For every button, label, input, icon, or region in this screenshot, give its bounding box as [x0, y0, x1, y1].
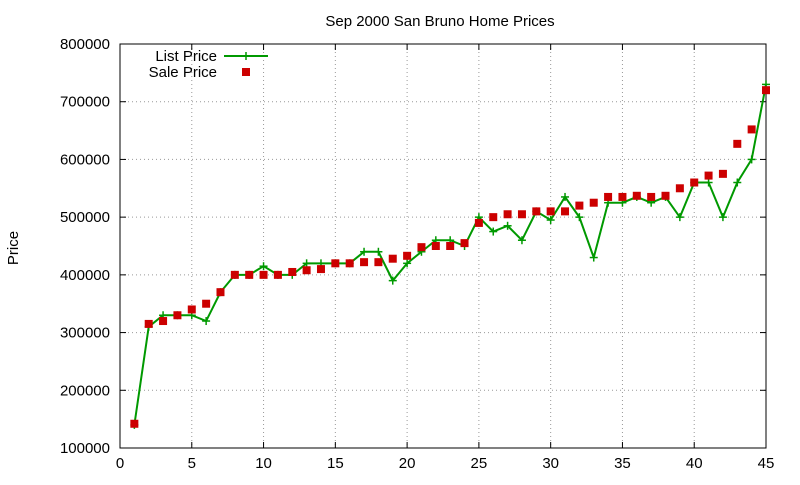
sale-price-point	[561, 207, 570, 216]
sale-price-point	[546, 207, 555, 216]
sale-price-point	[230, 270, 239, 279]
x-tick-label: 10	[255, 455, 272, 472]
y-tick-label: 300000	[60, 325, 110, 342]
sale-price-point	[374, 258, 383, 267]
list-price-point	[546, 216, 555, 225]
sale-price-point	[733, 139, 742, 148]
sale-price-point	[517, 210, 526, 219]
list-price-point	[202, 317, 211, 326]
sale-price-point	[747, 125, 756, 134]
series-list-price	[130, 80, 770, 429]
list-price-point	[360, 247, 369, 256]
y-tick-label: 700000	[60, 94, 110, 111]
x-tick-label: 0	[116, 455, 124, 472]
sale-price-point	[503, 210, 512, 219]
y-tick-label: 800000	[60, 36, 110, 53]
list-price-point	[747, 155, 756, 164]
sale-price-point	[345, 259, 354, 268]
sale-price-point	[762, 86, 770, 95]
sale-price-point	[130, 419, 139, 428]
sale-price-point	[403, 251, 412, 260]
y-tick-label: 200000	[60, 382, 110, 399]
list-price-point	[575, 213, 584, 222]
list-price-line	[133, 84, 767, 426]
axes: 0 5 10 15 20 25 30 35 40 45 100000 200000 300000 4000…	[60, 36, 774, 472]
y-tick-label: 500000	[60, 209, 110, 226]
list-price-point	[675, 213, 684, 222]
sale-price-point	[632, 191, 641, 200]
list-price-point	[503, 221, 512, 230]
list-price-point	[489, 227, 498, 236]
x-tick-label: 20	[399, 455, 416, 472]
y-axis-label: Price	[5, 231, 22, 265]
sale-price-point	[675, 184, 684, 193]
list-price-point	[259, 262, 268, 271]
sale-price-point	[690, 178, 699, 187]
sale-price-point	[144, 319, 153, 328]
sale-price-point	[446, 242, 455, 250]
x-tick-label: 45	[758, 455, 775, 472]
sale-price-point	[431, 242, 440, 250]
sale-price-point	[259, 270, 268, 279]
y-tick-label: 400000	[60, 267, 110, 284]
y-tick-label: 100000	[60, 440, 110, 457]
list-price-point	[302, 259, 311, 268]
sale-price-point	[647, 192, 656, 201]
list-price-point	[517, 236, 526, 245]
plot-frame	[119, 43, 767, 449]
sale-price-point	[489, 213, 498, 222]
y-tick-label: 600000	[60, 151, 110, 168]
sale-price-point	[245, 270, 254, 279]
sale-price-point	[302, 266, 311, 275]
legend-label: List Price	[155, 48, 217, 65]
list-price-point	[374, 247, 383, 256]
sale-price-point	[704, 171, 713, 180]
list-price-point	[561, 192, 570, 201]
series-sale-price	[130, 86, 770, 428]
sale-price-point	[718, 169, 727, 178]
sale-price-point	[159, 317, 168, 326]
grid	[120, 44, 766, 448]
list-price-point	[704, 178, 713, 187]
sale-price-point	[273, 270, 282, 279]
x-tick-label: 40	[686, 455, 703, 472]
sale-price-point	[216, 288, 225, 297]
list-price-point	[733, 178, 742, 187]
sale-price-point	[532, 207, 541, 216]
sale-price-point	[661, 191, 670, 200]
x-tick-label: 15	[327, 455, 344, 472]
x-tick-label: 25	[471, 455, 488, 472]
legend-label: Sale Price	[149, 64, 217, 81]
x-tick-label: 5	[188, 455, 196, 472]
sale-price-point	[575, 201, 584, 210]
sale-price-point	[187, 305, 196, 314]
legend-plus-marker	[242, 52, 250, 60]
sale-price-point	[460, 239, 469, 248]
list-price-point	[589, 253, 598, 262]
list-price-point	[718, 213, 727, 222]
sale-price-point	[331, 259, 340, 268]
sale-price-point	[173, 311, 182, 320]
sale-price-point	[589, 198, 598, 207]
x-tick-label: 30	[542, 455, 559, 472]
chart-title: Sep 2000 San Bruno Home Prices	[325, 13, 554, 30]
sale-price-point	[316, 265, 325, 274]
sale-price-point	[202, 299, 211, 308]
sale-price-point	[388, 254, 397, 263]
sale-price-point	[360, 258, 369, 267]
sale-price-point	[288, 267, 297, 276]
list-price-point	[388, 276, 397, 285]
x-tick-label: 35	[614, 455, 631, 472]
list-price-point	[403, 259, 412, 268]
legend-square-marker	[242, 68, 250, 76]
series-marks	[130, 80, 770, 429]
sale-price-point	[474, 218, 483, 227]
sale-price-point	[417, 243, 426, 252]
sale-price-point	[618, 192, 627, 201]
sale-price-point	[604, 192, 613, 201]
